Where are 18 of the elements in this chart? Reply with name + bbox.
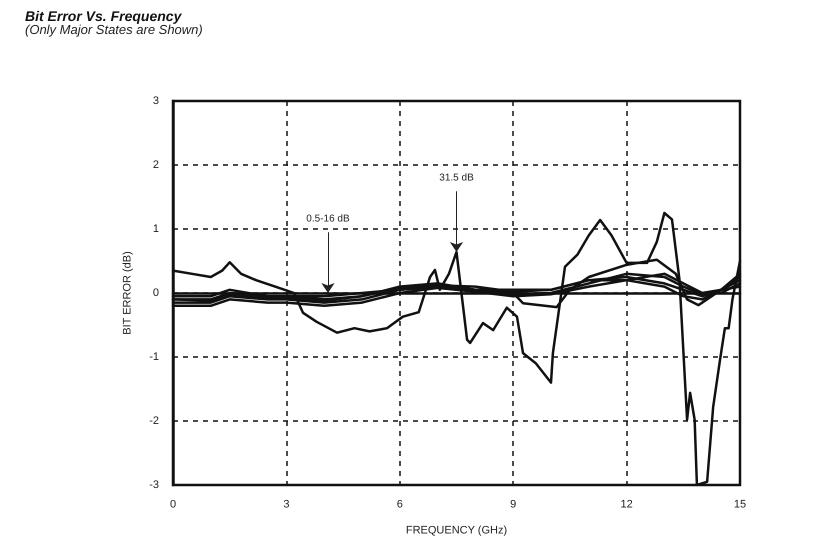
x-tick-label: 6	[396, 498, 403, 510]
y-tick-label: -2	[149, 415, 159, 427]
y-tick-label: -3	[149, 479, 159, 491]
annotation: 31.5 dB	[439, 172, 474, 184]
x-tick-label: 3	[283, 498, 290, 510]
y-axis-title: BIT ERROR (dB)	[122, 251, 134, 335]
y-tick-label: 1	[152, 223, 159, 235]
chart-title: Bit Error Vs. Frequency	[25, 8, 183, 24]
x-axis-title: FREQUENCY (GHz)	[406, 524, 508, 536]
x-tick-label: 9	[510, 498, 516, 510]
x-tick-label: 12	[620, 498, 633, 510]
y-tick-label: -1	[149, 351, 159, 363]
y-tick-label: 0	[152, 287, 159, 299]
x-tick-label: 0	[170, 498, 176, 510]
annotation: 0.5-16 dB	[306, 214, 350, 225]
x-tick-label: 15	[734, 498, 746, 510]
y-tick-label: 3	[152, 95, 159, 107]
y-tick-label: 2	[152, 159, 159, 171]
